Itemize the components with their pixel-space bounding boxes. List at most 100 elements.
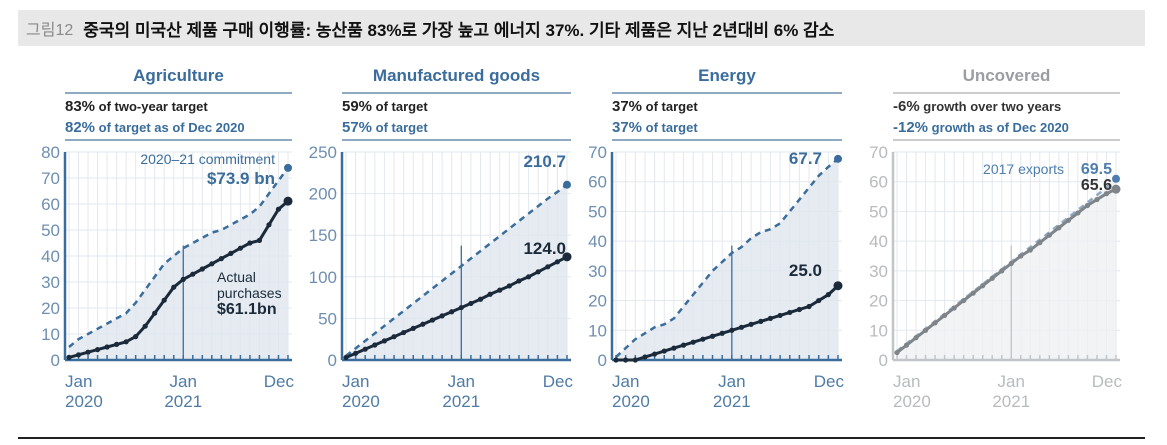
x-tick-label-line: Dec bbox=[814, 372, 845, 391]
actual-point bbox=[535, 269, 541, 275]
y-tick-label: 150 bbox=[309, 226, 337, 245]
stat-value: 57% bbox=[342, 119, 372, 136]
stat-label: of target bbox=[642, 120, 698, 135]
stat-label: growth over two years bbox=[920, 99, 1062, 114]
y-tick-label: 20 bbox=[41, 299, 60, 318]
stat-label: growth as of Dec 2020 bbox=[928, 120, 1069, 135]
panel-title: Manufactured goods bbox=[373, 66, 540, 85]
y-tick-label: 0 bbox=[598, 351, 607, 370]
y-tick-label: 80 bbox=[41, 143, 60, 162]
stat-line-2: 37% of target bbox=[612, 119, 698, 136]
actual-point bbox=[525, 274, 532, 280]
x-tick-label-line: Jan bbox=[170, 372, 197, 391]
y-tick-label: 70 bbox=[41, 169, 60, 188]
actual-point bbox=[961, 297, 967, 304]
target-line bbox=[345, 183, 568, 357]
figure-number: 그림12 bbox=[26, 22, 74, 39]
x-tick-label-line: Dec bbox=[264, 372, 295, 391]
actual-point bbox=[75, 352, 82, 358]
actual-point bbox=[372, 342, 378, 348]
actual-point bbox=[237, 245, 243, 251]
y-tick-label: 40 bbox=[41, 247, 60, 266]
actual-point bbox=[247, 240, 253, 246]
target-end-point bbox=[284, 163, 292, 172]
actual-point bbox=[1008, 260, 1014, 267]
actual-point bbox=[343, 354, 349, 361]
actual-point bbox=[738, 324, 745, 330]
actual-point bbox=[806, 303, 812, 310]
panel-title: Agriculture bbox=[133, 66, 224, 85]
annotation-label: 25.0 bbox=[789, 261, 822, 280]
actual-point bbox=[1037, 240, 1043, 246]
actual-point bbox=[190, 271, 196, 277]
y-tick-label: 60 bbox=[588, 173, 607, 192]
actual-point bbox=[199, 266, 205, 272]
y-tick-label: 0 bbox=[328, 351, 337, 370]
actual-point bbox=[401, 329, 407, 336]
actual-point bbox=[497, 287, 503, 293]
actual-point bbox=[913, 335, 919, 341]
actual-point bbox=[468, 300, 474, 307]
target-end-point bbox=[834, 154, 842, 163]
x-tick-label: Jan 2020 bbox=[612, 372, 650, 411]
x-tick-label-line: 2020 bbox=[612, 392, 650, 411]
actual-point bbox=[266, 222, 272, 228]
actual-point bbox=[833, 281, 843, 291]
stat-value: 82% bbox=[65, 119, 95, 136]
stat-line-1: -6% growth over two years bbox=[893, 98, 1061, 115]
actual-point bbox=[487, 291, 493, 297]
y-tick-label: 30 bbox=[588, 262, 607, 281]
panel-title: Uncovered bbox=[963, 66, 1051, 85]
x-tick-label: Dec bbox=[543, 372, 574, 391]
actual-point bbox=[161, 297, 167, 303]
target-line bbox=[615, 157, 839, 358]
y-tick-label: 40 bbox=[869, 232, 888, 251]
actual-point bbox=[218, 256, 224, 262]
actual-point bbox=[381, 338, 388, 344]
actual-point bbox=[275, 206, 282, 212]
actual-point bbox=[429, 317, 436, 323]
stat-value: 59% bbox=[342, 98, 372, 115]
actual-point bbox=[66, 354, 72, 360]
actual-point bbox=[391, 334, 397, 340]
figure-title: 중국의 미국산 제품 구매 이행률: 농산품 83%로 가장 높고 에너지 37… bbox=[83, 20, 835, 40]
annotation-label: 2017 exports bbox=[983, 161, 1064, 177]
stat-value: 37% bbox=[612, 119, 642, 136]
actual-point bbox=[661, 348, 667, 354]
y-tick-label: 0 bbox=[51, 351, 60, 370]
x-tick-label-line: 2020 bbox=[893, 392, 931, 411]
x-tick-label: Dec bbox=[1092, 372, 1123, 391]
x-tick-label-line: Jan bbox=[448, 372, 475, 391]
y-tick-label: 10 bbox=[588, 321, 607, 340]
annotation-label: $73.9 bn bbox=[207, 169, 275, 188]
annotation-label: purchases bbox=[217, 285, 282, 301]
y-tick-label: 10 bbox=[41, 325, 60, 344]
actual-point bbox=[171, 284, 177, 290]
bottom-divider bbox=[18, 437, 1145, 439]
x-tick-label-line: Jan bbox=[342, 372, 369, 391]
actual-point bbox=[228, 250, 234, 256]
x-tick-label: Dec bbox=[264, 372, 295, 391]
y-tick-label: 70 bbox=[869, 143, 888, 162]
actual-point bbox=[1065, 217, 1071, 223]
target-gap-area bbox=[69, 167, 288, 360]
actual-point bbox=[142, 323, 148, 329]
actual-point bbox=[690, 339, 696, 345]
actual-point bbox=[209, 261, 215, 267]
x-tick-label: Jan 2020 bbox=[893, 372, 931, 411]
actual-point bbox=[1056, 225, 1062, 231]
actual-point bbox=[980, 283, 986, 289]
actual-point bbox=[1103, 191, 1110, 197]
y-tick-label: 50 bbox=[41, 221, 60, 240]
actual-point bbox=[816, 297, 822, 304]
stat-label: of target as of Dec 2020 bbox=[95, 120, 245, 135]
y-tick-label: 60 bbox=[869, 173, 888, 192]
x-tick-label-line: Jan bbox=[65, 372, 92, 391]
annotation-label: 124.0 bbox=[523, 239, 566, 258]
x-tick-label-line: 2020 bbox=[342, 392, 380, 411]
actual-point bbox=[104, 344, 110, 350]
actual-point bbox=[748, 321, 754, 327]
target-end-point bbox=[1112, 174, 1120, 183]
x-tick-label: Jan 2020 bbox=[342, 372, 380, 411]
